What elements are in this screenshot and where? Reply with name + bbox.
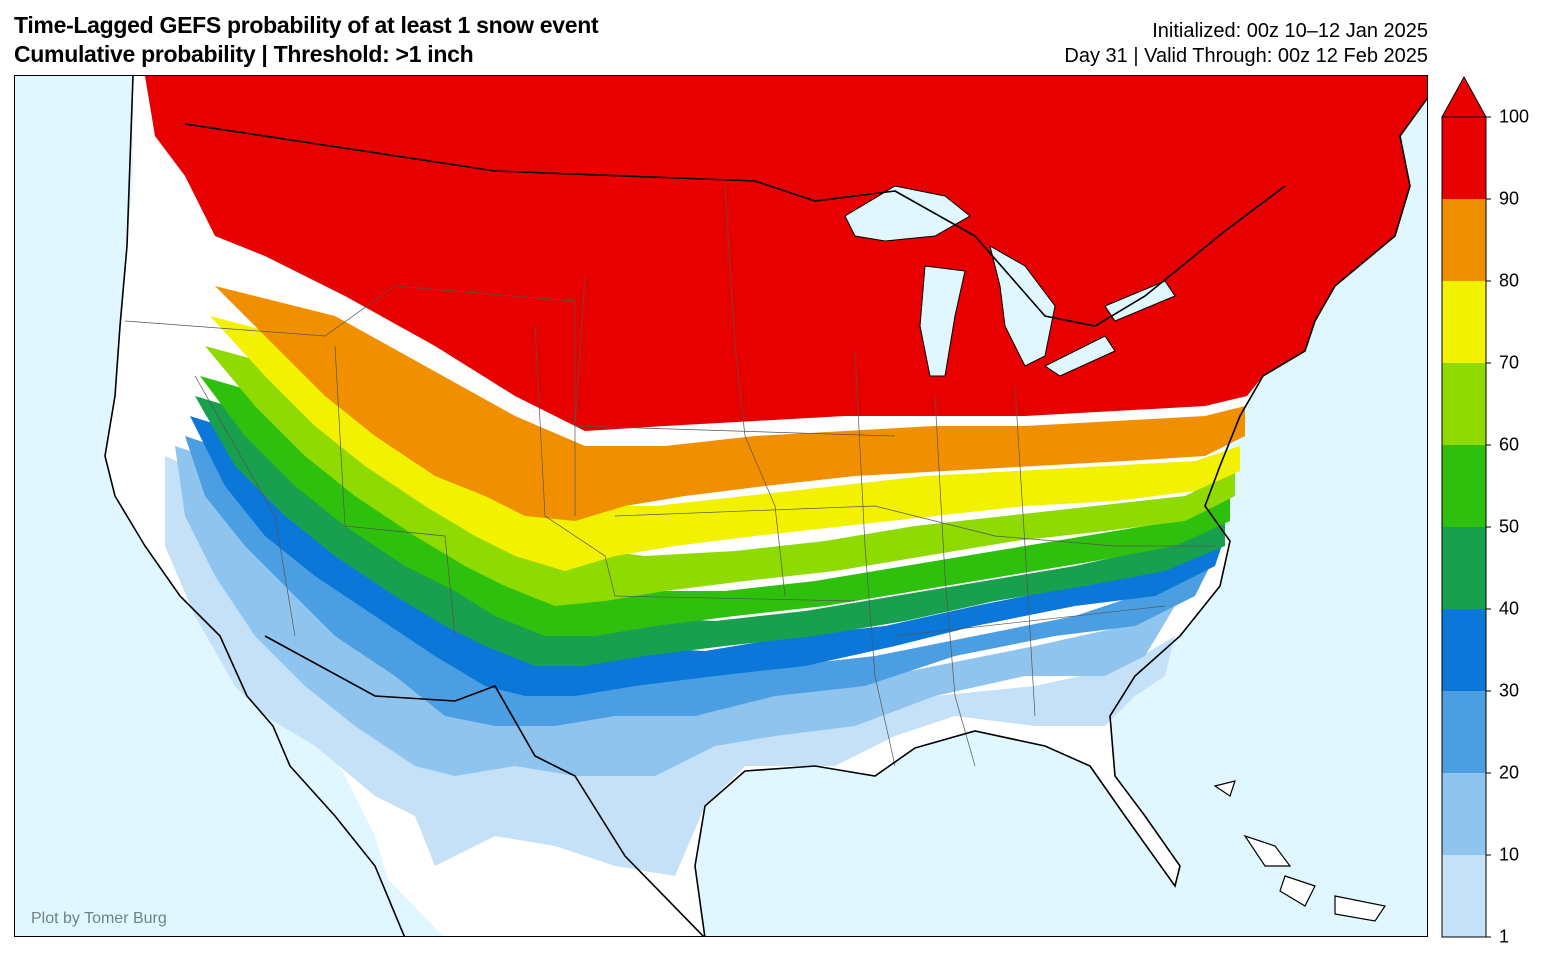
title-line-2: Cumulative probability | Threshold: >1 i…	[14, 41, 474, 67]
colorbar-tick-label: 1	[1499, 926, 1510, 947]
colorbar: 1 10 20 30 40 50 60 70 80 90 100	[1440, 75, 1550, 947]
colorbar-tick-label: 50	[1499, 516, 1520, 537]
colorbar-swatch	[1442, 199, 1486, 281]
state-borders	[124, 185, 1215, 767]
gulf-coastline	[694, 97, 1427, 936]
plot-credit: Plot by Tomer Burg	[31, 910, 167, 927]
colorbar-tick-label: 100	[1499, 106, 1530, 127]
colorbar-swatch	[1442, 281, 1486, 363]
colorbar-swatch	[1442, 363, 1486, 445]
contour-70-80	[210, 316, 1240, 571]
colorbar-swatch	[1442, 691, 1486, 773]
colorbar-tick-label: 60	[1499, 434, 1520, 455]
great-lakes	[844, 185, 1176, 377]
colorbar-swatch	[1442, 527, 1486, 609]
country-borders	[184, 123, 1286, 936]
colorbar-swatch	[1442, 117, 1486, 199]
gulf-of-california	[255, 676, 405, 936]
coastline	[104, 76, 406, 936]
contour-50-60	[200, 376, 1230, 636]
colorbar-tick-label: 90	[1499, 188, 1520, 209]
colorbar-swatch	[1442, 445, 1486, 527]
caribbean-islands	[1213, 780, 1386, 922]
colorbar-tick-label: 20	[1499, 762, 1520, 783]
colorbar-swatches	[1441, 75, 1491, 938]
contour-60-70	[205, 346, 1235, 606]
colorbar-tick-label: 70	[1499, 352, 1520, 373]
contour-40-50	[195, 396, 1225, 666]
contour-80-90	[215, 286, 1245, 521]
initialized-text: Initialized: 00z 10–12 Jan 2025	[1152, 20, 1428, 42]
colorbar-tick-label: 40	[1499, 598, 1520, 619]
probability-map: Plot by Tomer Burg	[14, 75, 1428, 937]
title-line-1: Time-Lagged GEFS probability of at least…	[14, 12, 599, 38]
colorbar-tick-label: 80	[1499, 270, 1520, 291]
map-canvas	[15, 76, 1427, 936]
colorbar-extend-arrow	[1441, 75, 1487, 118]
colorbar-swatch	[1442, 855, 1486, 937]
valid-through-text: Day 31 | Valid Through: 00z 12 Feb 2025	[1064, 45, 1428, 67]
colorbar-tick-label: 10	[1499, 844, 1520, 865]
colorbar-tick-label: 30	[1499, 680, 1520, 701]
colorbar-swatch	[1442, 773, 1486, 855]
contour-1-10	[165, 456, 1175, 876]
colorbar-swatch	[1442, 609, 1486, 691]
